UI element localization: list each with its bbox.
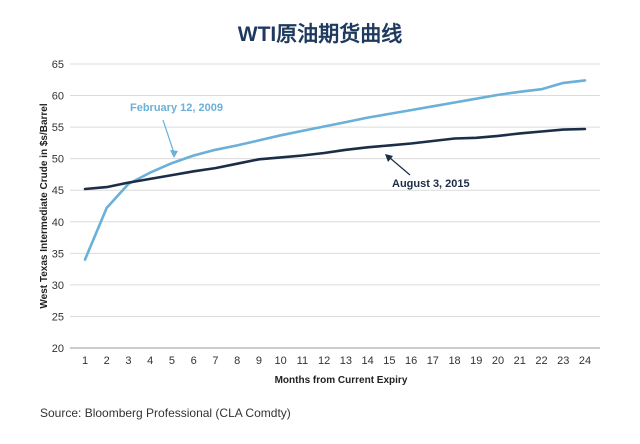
y-axis-label: West Texas Intermediate Crude in $s/Barr… <box>39 103 50 308</box>
x-tick-label: 10 <box>275 355 287 367</box>
x-tick-label: 20 <box>492 355 504 367</box>
x-tick-label: 14 <box>361 355 373 367</box>
x-tick-label: 13 <box>340 355 352 367</box>
x-tick-label: 19 <box>470 355 482 367</box>
annotation-arrow-feb-2009 <box>162 119 175 154</box>
x-tick-label: 22 <box>535 355 547 367</box>
series-line-1 <box>83 127 587 191</box>
x-tick-label: 23 <box>557 355 569 367</box>
arrowhead-feb-2009 <box>170 150 178 158</box>
x-tick-label: 2 <box>104 355 110 367</box>
x-tick-label: 15 <box>383 355 395 367</box>
series-label-feb-2009: February 12, 2009 <box>130 102 223 114</box>
x-tick-label: 4 <box>147 355 153 367</box>
x-tick-label: 24 <box>579 355 591 367</box>
x-tick-label: 1 <box>82 355 88 367</box>
x-tick-label: 11 <box>297 355 308 367</box>
y-tick-label: 30 <box>52 280 64 292</box>
x-tick-label: 12 <box>318 355 330 367</box>
y-tick-label: 25 <box>52 311 64 323</box>
source-note: Source: Bloomberg Professional (CLA Comd… <box>40 406 291 420</box>
x-tick-label: 18 <box>448 355 460 367</box>
x-tick-label: 17 <box>427 355 439 367</box>
x-tick-label: 5 <box>169 355 175 367</box>
x-tick-label: 6 <box>191 355 197 367</box>
x-tick-label: 21 <box>514 355 526 367</box>
x-tick-label: 16 <box>405 355 417 367</box>
y-tick-label: 50 <box>52 154 64 166</box>
series-lines <box>83 79 587 261</box>
y-tick-label: 55 <box>52 122 64 134</box>
series-line-0 <box>83 79 587 261</box>
y-tick-label: 40 <box>52 217 64 229</box>
y-tick-label: 65 <box>52 59 64 71</box>
y-tick-label: 20 <box>52 343 64 355</box>
x-tick-label: 7 <box>212 355 218 367</box>
y-tick-label: 35 <box>52 248 64 260</box>
x-axis-label: Months from Current Expiry <box>275 375 408 386</box>
y-tick-label: 60 <box>52 91 64 103</box>
arrowhead-aug-2015 <box>385 154 393 162</box>
x-tick-label: 8 <box>234 355 240 367</box>
y-tick-label: 45 <box>52 185 64 197</box>
chart-title: WTI原油期货曲线 <box>237 23 403 46</box>
x-tick-label: 3 <box>125 355 131 367</box>
annotations: February 12, 2009 August 3, 2015 <box>130 102 470 190</box>
x-tick-label: 9 <box>256 355 262 367</box>
annotation-arrow-aug-2015 <box>389 157 411 176</box>
series-label-aug-2015: August 3, 2015 <box>392 178 470 190</box>
